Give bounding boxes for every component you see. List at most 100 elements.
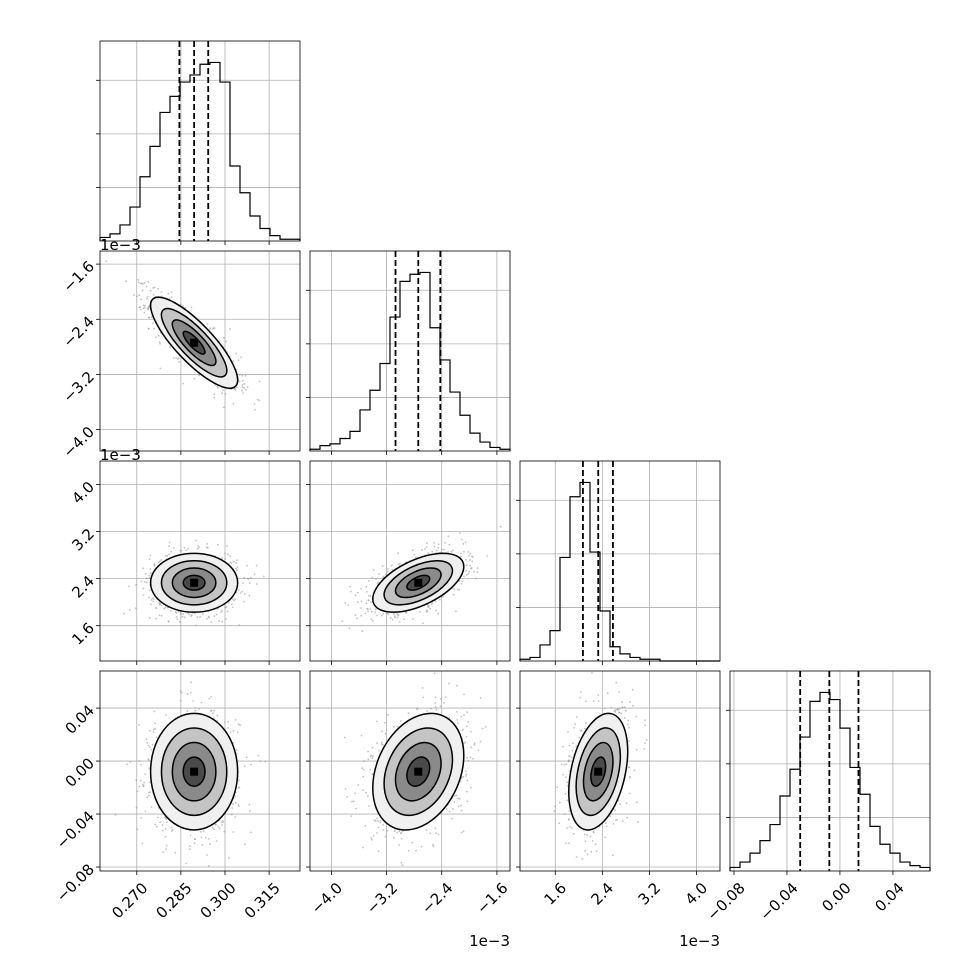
scatter-point [157,561,160,564]
scatter-point [453,795,456,797]
scatter-point [148,306,150,309]
scatter-panel-0-2 [123,539,265,627]
scatter-point [246,564,249,567]
scatter-point [216,714,219,717]
scatter-point [183,546,186,549]
scatter-point [244,374,247,377]
scatter-point [159,602,161,605]
histogram-bar [270,236,280,241]
scatter-point [145,285,148,288]
scatter-point [367,608,369,610]
scatter-point [246,386,249,389]
scatter-point [232,803,234,805]
scatter-point [232,402,235,405]
density-contours [149,552,239,613]
scatter-point [452,593,455,596]
scatter-point [386,570,389,573]
scatter-point [422,696,425,699]
scatter-point [448,543,451,546]
hist-1-ticks [306,289,498,455]
scatter-point [143,784,145,787]
scatter-point [144,810,147,813]
scatter-point [371,576,373,579]
scatter-point [393,836,395,839]
scatter-point [167,620,170,623]
scatter-point [245,388,248,391]
scatter-point [165,844,168,847]
scatter-point [387,613,390,616]
scatter-point [164,606,167,609]
scatter-point [255,564,258,567]
scatter-point [365,602,368,604]
scatter-point [222,389,224,392]
scatter-point [469,564,472,567]
scatter-point [195,624,197,627]
scatter-point [138,760,141,762]
scatter-point [143,282,146,284]
scatter-point [136,790,139,793]
scatter-point [499,525,502,528]
scatter-point [424,548,426,550]
histogram-bar [920,867,930,871]
hist-0-grid [100,41,300,241]
scatter-point [229,561,232,563]
scatter-point [172,357,175,359]
scatter-point [188,613,191,616]
histogram-bar [470,433,480,451]
scatter-point [166,821,168,823]
scatter-point [190,614,193,617]
histogram-bar [760,841,770,871]
scatter-point [143,304,146,307]
scatter-point [473,743,476,746]
histogram-bar [400,281,410,451]
scatter-point [231,807,234,809]
scatter-point [469,559,471,561]
histogram-1 [309,251,511,451]
scatter-point [149,572,152,575]
scatter-point [200,701,203,704]
scatter-point [221,824,223,826]
scatter-point [150,748,153,751]
scatter-point [216,385,219,388]
scatter-point [159,367,162,370]
scatter-point [236,569,238,572]
scatter-point [148,589,151,592]
scatter-point [151,743,154,746]
scatter-point [259,760,262,763]
scatter-point [367,758,370,761]
scatter-point [154,336,157,339]
scatter-point [169,346,171,349]
scatter-point [382,613,384,615]
scatter-point [412,618,414,620]
scatter-point [218,620,220,622]
scatter-point [142,567,145,570]
scatter-point [225,618,227,620]
histogram-bar [600,611,610,661]
scatter-point [210,621,213,623]
histogram-bar [220,82,230,241]
histogram-bar [480,442,490,451]
scatter-point [152,598,155,601]
scatter-point [476,571,479,573]
scatter-point [147,758,150,760]
scatter-0-2-ticks [96,484,270,665]
histogram-bar [450,392,460,451]
scatter-point [393,725,395,728]
scatter-point [195,539,198,542]
scatter-point [201,844,204,846]
scatter-point [243,386,246,389]
scatter-point [185,862,188,865]
scatter-point [460,582,463,585]
scatter-point [369,601,372,604]
scatter-point [189,834,192,837]
scatter-point [152,293,155,296]
scatter-point [160,559,163,561]
scatter-point [178,620,181,623]
scatter-point [465,564,468,567]
scatter-point [456,719,459,721]
scatter-point [154,722,157,725]
scatter-point [374,608,377,611]
histogram-bar [430,328,440,451]
scatter-point [437,612,440,615]
scatter-point [218,827,221,830]
